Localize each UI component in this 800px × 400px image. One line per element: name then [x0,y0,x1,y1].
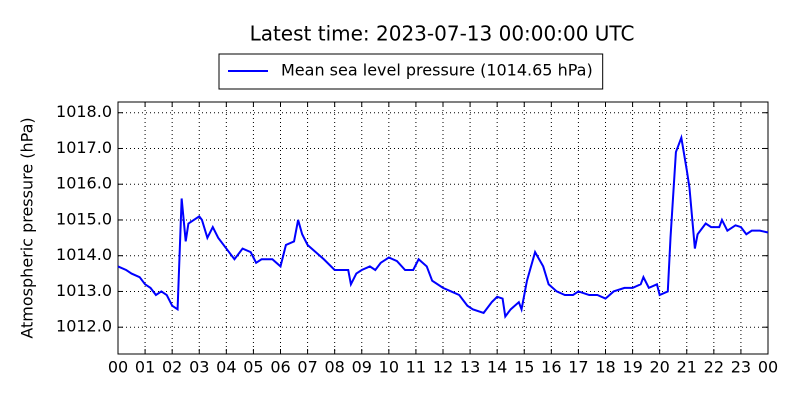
x-tick-label: 13 [460,358,480,377]
y-tick-label: 1018.0 [56,102,112,121]
x-tick-label: 16 [541,358,561,377]
x-tick-label: 12 [433,358,453,377]
x-tick-label: 14 [487,358,507,377]
y-axis-label: Atmospheric pressure (hPa) [18,117,37,338]
y-tick-label: 1012.0 [56,317,112,336]
legend-box [218,53,604,90]
y-tick-label: 1013.0 [56,281,112,300]
x-tick-label: 07 [297,358,317,377]
x-tick-label: 22 [704,358,724,377]
x-tick-label: 08 [324,358,344,377]
x-tick-label: 04 [216,358,236,377]
plot-frame [117,101,769,355]
x-tick-label: 18 [595,358,615,377]
x-tick-label: 20 [649,358,669,377]
x-tick-label: 06 [270,358,290,377]
chart-title: Latest time: 2023-07-13 00:00:00 UTC [250,22,635,46]
x-tick-label: 17 [568,358,588,377]
y-tick-label: 1017.0 [56,138,112,157]
x-tick-label: 19 [622,358,642,377]
x-tick-label: 02 [162,358,182,377]
x-tick-label: 00 [758,358,778,377]
x-tick-label: 21 [677,358,697,377]
x-tick-label: 01 [135,358,155,377]
x-tick-label: 09 [352,358,372,377]
x-tick-label: 15 [514,358,534,377]
x-tick-label: 00 [108,358,128,377]
x-tick-label: 03 [189,358,209,377]
y-tick-label: 1015.0 [56,209,112,228]
x-tick-label: 11 [406,358,426,377]
y-tick-label: 1016.0 [56,174,112,193]
y-tick-label: 1014.0 [56,245,112,264]
x-tick-label: 05 [243,358,263,377]
x-tick-label: 23 [731,358,751,377]
x-tick-label: 10 [379,358,399,377]
line-series [117,133,769,319]
legend-label: Mean sea level pressure (1014.65 hPa) [281,61,593,80]
